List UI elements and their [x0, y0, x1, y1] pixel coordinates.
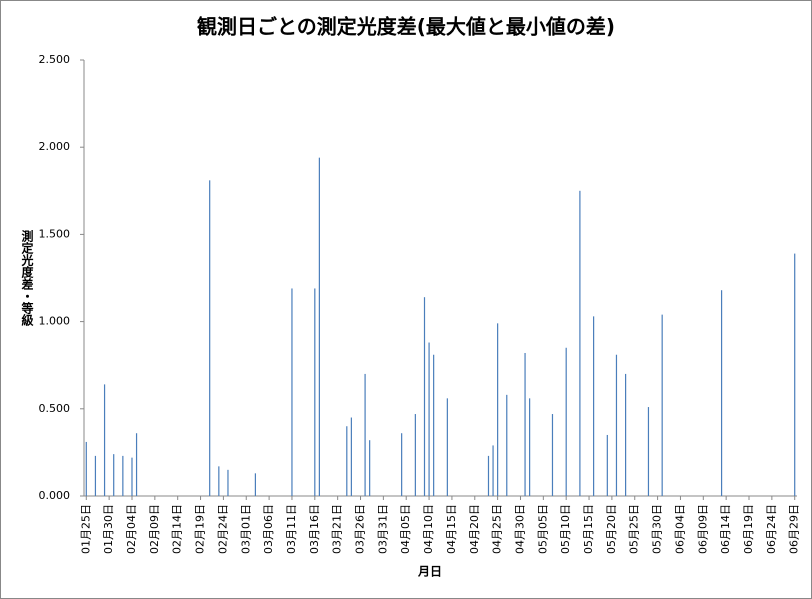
x-tick-label: 03月06日 [262, 504, 275, 554]
x-tick-label: 05月05日 [536, 504, 549, 554]
y-axis-title: 測定光度差・等級 [20, 229, 34, 327]
bar [565, 347, 567, 496]
bar [291, 288, 293, 496]
x-tick-label: 04月15日 [445, 504, 458, 554]
chart-title: 観測日ごとの測定光度差(最大値と最小値の差) [197, 15, 615, 39]
bar [506, 394, 508, 496]
y-tick-label: 1.000 [39, 315, 71, 328]
bar [794, 253, 796, 496]
x-tick-label: 05月30日 [651, 504, 664, 554]
bar [318, 157, 320, 496]
x-tick-label: 06月29日 [788, 504, 801, 554]
bar [85, 441, 87, 496]
y-tick-label: 2.000 [39, 140, 71, 153]
bar [254, 473, 256, 496]
x-tick-label: 06月04日 [673, 504, 686, 554]
x-tick-label: 06月09日 [696, 504, 709, 554]
bar [433, 354, 435, 496]
bar [94, 455, 97, 496]
bar [428, 342, 430, 496]
x-tick-label: 02月04日 [125, 504, 138, 554]
bar [346, 426, 348, 496]
x-tick-label: 05月25日 [628, 504, 641, 554]
bar [414, 414, 416, 496]
bar [487, 455, 490, 496]
bar [579, 190, 581, 497]
x-tick-label: 06月14日 [719, 504, 732, 554]
bar [218, 466, 220, 496]
y-tick-label: 2.500 [39, 53, 71, 66]
y-tick-label: 1.500 [39, 227, 71, 240]
x-tick-label: 05月10日 [559, 504, 572, 554]
x-tick-label: 03月01日 [239, 504, 252, 554]
bar [314, 288, 316, 496]
x-tick-label: 05月15日 [582, 504, 595, 554]
bar [606, 434, 608, 496]
bar [369, 440, 371, 496]
x-tick-label: 02月24日 [216, 504, 229, 554]
bar [135, 433, 138, 496]
x-tick-label: 06月24日 [765, 504, 778, 554]
x-axis-title: 月日 [417, 565, 442, 579]
y-tick-label: 0.000 [39, 489, 71, 502]
bar [529, 398, 531, 496]
bar [497, 323, 499, 496]
bar [131, 457, 133, 496]
bar [227, 469, 229, 496]
bar [103, 384, 106, 496]
x-tick-label: 06月19日 [742, 504, 755, 554]
bar [720, 290, 723, 496]
bar [350, 417, 352, 496]
x-tick-label: 02月14日 [171, 504, 184, 554]
x-tick-label: 04月05日 [399, 504, 412, 554]
bar [122, 455, 124, 496]
bar [113, 454, 115, 496]
x-tick-label: 04月20日 [468, 504, 481, 554]
bar [364, 373, 366, 496]
x-tick-label: 04月10日 [422, 504, 435, 554]
bar [524, 352, 526, 496]
bar [209, 180, 211, 496]
x-tick-label: 02月19日 [194, 504, 207, 554]
x-tick-label: 03月26日 [354, 504, 367, 554]
y-tick-label: 0.500 [39, 402, 71, 415]
x-tick-label: 03月31日 [376, 504, 389, 554]
bar [492, 445, 494, 496]
x-tick-label: 03月11日 [285, 504, 298, 554]
x-tick-label: 05月20日 [605, 504, 618, 554]
x-tick-label: 02月09日 [148, 504, 161, 554]
bar [661, 314, 663, 496]
x-tick-label: 01月30日 [102, 504, 115, 554]
x-tick-label: 03月21日 [331, 504, 344, 554]
x-tick-label: 04月25日 [491, 504, 504, 554]
bar [401, 433, 403, 496]
bar [593, 316, 595, 496]
x-tick-label: 03月16日 [308, 504, 321, 554]
bar [625, 373, 627, 496]
bar [423, 297, 426, 496]
bar [647, 407, 650, 496]
x-tick-label: 04月30日 [513, 504, 526, 554]
bar [446, 398, 448, 496]
bar [551, 414, 554, 496]
x-tick-label: 01月25日 [79, 504, 92, 554]
bar [615, 354, 618, 496]
